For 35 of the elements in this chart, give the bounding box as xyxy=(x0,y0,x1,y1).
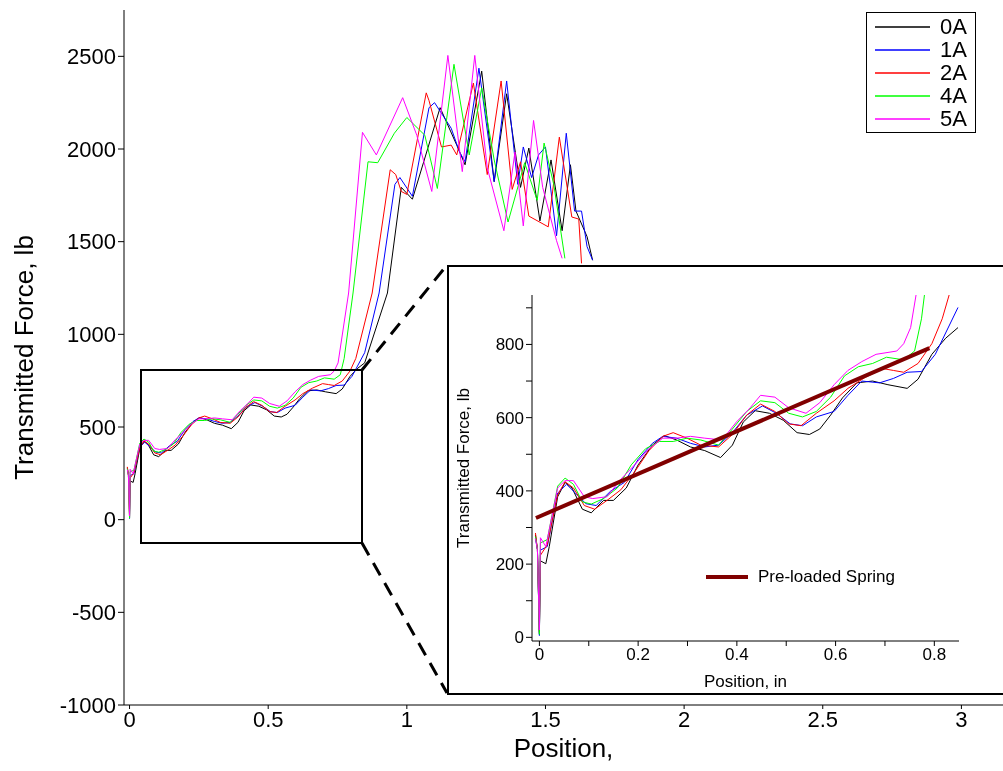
x-tick-label: 0 xyxy=(123,706,136,732)
legend-label: 5A xyxy=(940,106,967,132)
y-tick-label: 2000 xyxy=(67,136,116,162)
x-tick-label: 0.5 xyxy=(252,706,284,732)
y-tick-label: 1500 xyxy=(67,229,116,255)
x-tick-label: 0.4 xyxy=(725,645,749,665)
y-tick-label: 200 xyxy=(495,555,524,575)
x-tick-label: 3 xyxy=(955,706,968,732)
legend-label: 4A xyxy=(940,83,967,109)
y-tick-label: 600 xyxy=(495,408,524,428)
y-tick-label: 400 xyxy=(495,481,524,501)
y-tick-label: 1000 xyxy=(67,322,116,348)
legend-label: 0A xyxy=(940,14,967,39)
x-tick-label: 0.2 xyxy=(626,645,650,665)
y-tick-label: -500 xyxy=(71,600,116,626)
x-axis-title: Position, in xyxy=(703,672,788,691)
x-tick-label: 0.8 xyxy=(922,645,947,665)
x-axis-title: Position, xyxy=(513,733,614,763)
legend-label: Pre-loaded Spring xyxy=(757,567,895,587)
y-tick-label: 0 xyxy=(514,628,524,648)
y-axis-title: Transmitted Force, lb xyxy=(9,235,40,480)
y-axis-title: Transmitted Force, lb xyxy=(454,388,474,548)
x-tick-label: 2.5 xyxy=(807,706,839,732)
y-tick-label: -1000 xyxy=(59,692,116,718)
legend-label: 2A xyxy=(940,60,967,86)
x-tick-label: 0 xyxy=(534,645,545,665)
y-tick-label: 800 xyxy=(495,335,524,355)
legend-label: 1A xyxy=(940,37,967,63)
y-tick-label: 500 xyxy=(79,414,116,440)
y-tick-label: 2500 xyxy=(67,44,116,70)
x-tick-label: 1 xyxy=(400,706,413,732)
x-tick-label: 2 xyxy=(677,706,691,732)
y-tick-label: 0 xyxy=(103,507,116,533)
x-tick-label: 0.6 xyxy=(823,645,848,665)
x-tick-label: 1.5 xyxy=(530,706,561,732)
